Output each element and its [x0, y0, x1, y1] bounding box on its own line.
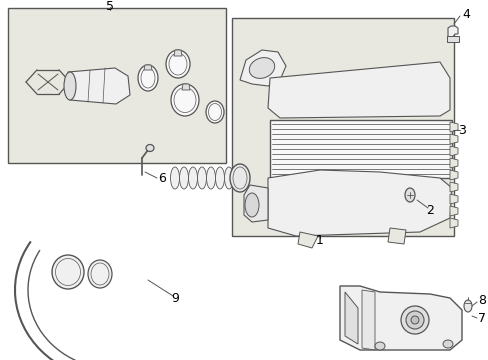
Text: 2: 2 — [425, 203, 433, 216]
Polygon shape — [449, 194, 457, 204]
Ellipse shape — [88, 260, 112, 288]
Polygon shape — [174, 50, 182, 56]
Text: 9: 9 — [171, 292, 179, 305]
Ellipse shape — [64, 72, 76, 100]
Text: 1: 1 — [315, 234, 323, 247]
Polygon shape — [361, 290, 374, 350]
Ellipse shape — [165, 50, 190, 78]
Polygon shape — [449, 158, 457, 168]
Ellipse shape — [224, 167, 233, 189]
Bar — [231, 18, 453, 236]
Ellipse shape — [229, 164, 249, 192]
Ellipse shape — [405, 311, 423, 329]
Polygon shape — [449, 122, 457, 132]
Polygon shape — [449, 182, 457, 192]
Polygon shape — [345, 292, 357, 344]
Text: 8: 8 — [477, 293, 485, 306]
Ellipse shape — [215, 167, 224, 189]
Ellipse shape — [205, 101, 224, 123]
Polygon shape — [143, 65, 152, 70]
Text: 7: 7 — [477, 311, 485, 324]
Ellipse shape — [400, 306, 428, 334]
Bar — [269, 120, 451, 178]
Ellipse shape — [179, 167, 188, 189]
Polygon shape — [244, 185, 267, 222]
Polygon shape — [449, 146, 457, 156]
Ellipse shape — [138, 65, 158, 91]
Polygon shape — [68, 68, 130, 104]
Ellipse shape — [188, 167, 197, 189]
Ellipse shape — [206, 167, 215, 189]
Polygon shape — [449, 206, 457, 216]
Ellipse shape — [197, 167, 206, 189]
Text: 4: 4 — [461, 8, 469, 21]
Ellipse shape — [442, 340, 452, 348]
Polygon shape — [449, 218, 457, 228]
Polygon shape — [267, 62, 449, 118]
Text: 6: 6 — [158, 171, 165, 184]
Polygon shape — [297, 232, 317, 248]
Ellipse shape — [146, 144, 154, 152]
Ellipse shape — [249, 58, 274, 78]
Ellipse shape — [463, 300, 471, 312]
Polygon shape — [339, 286, 461, 350]
Polygon shape — [449, 170, 457, 180]
Ellipse shape — [170, 167, 179, 189]
Ellipse shape — [404, 188, 414, 202]
Polygon shape — [447, 26, 457, 38]
Polygon shape — [240, 50, 285, 86]
Ellipse shape — [244, 193, 259, 217]
Ellipse shape — [410, 316, 418, 324]
Polygon shape — [387, 228, 405, 244]
Text: 3: 3 — [457, 123, 465, 136]
Bar — [446, 36, 458, 42]
Polygon shape — [267, 170, 451, 236]
Bar — [8, 8, 225, 163]
Ellipse shape — [171, 84, 199, 116]
Polygon shape — [182, 84, 190, 90]
Ellipse shape — [52, 255, 84, 289]
Ellipse shape — [374, 342, 384, 350]
Text: 5: 5 — [106, 0, 114, 13]
Polygon shape — [449, 134, 457, 144]
